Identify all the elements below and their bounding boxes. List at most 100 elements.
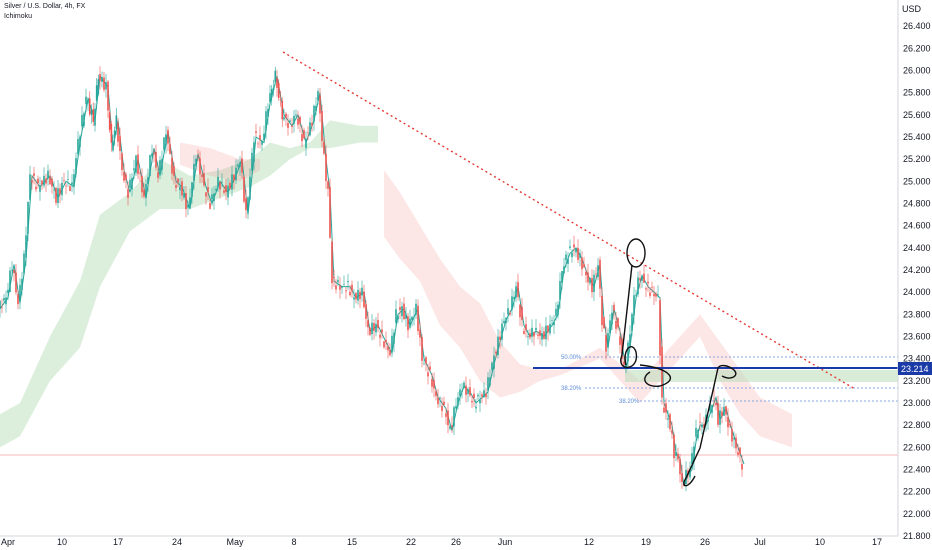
candle-body (261, 141, 263, 145)
candle-body (649, 292, 651, 296)
candle-body (108, 112, 111, 130)
candle-body (149, 155, 151, 176)
candle-body (101, 77, 103, 82)
candle-body (3, 297, 5, 301)
candle-body (627, 342, 629, 362)
candle-body (619, 336, 621, 345)
candle-body (115, 115, 118, 129)
candle-body (389, 350, 391, 356)
y-tick-label: 26.000 (903, 66, 931, 76)
candle-body (501, 323, 503, 340)
candle-body (491, 362, 493, 370)
candle-body (395, 309, 397, 323)
candle-body (191, 182, 193, 197)
candle-body (243, 177, 245, 202)
candle-body (329, 187, 331, 238)
candle-body (113, 130, 116, 138)
candle-body (15, 272, 17, 293)
candle-body (459, 389, 461, 397)
candle-body (549, 323, 551, 334)
x-tick-label: 15 (347, 537, 357, 547)
candle-body (213, 193, 215, 202)
candle-body (383, 341, 385, 348)
y-tick-label: 25.200 (903, 154, 931, 164)
candle-body (677, 453, 679, 460)
candle-body (207, 186, 209, 193)
candle-body (717, 403, 719, 425)
candle-body (53, 189, 55, 191)
candle-body (125, 174, 127, 181)
candle-body (423, 363, 425, 365)
trendline[interactable] (282, 51, 856, 390)
candles (0, 66, 743, 492)
candle-body (695, 427, 697, 437)
price-axis[interactable]: USD 26.400 26.200 26.000 25.800 25.600 25.400… (897, 0, 932, 550)
candle-body (629, 334, 631, 347)
candle-body (657, 294, 659, 295)
candle-body (617, 318, 619, 328)
candle-body (223, 190, 225, 193)
candle-body (249, 176, 251, 200)
time-axis[interactable]: Apr 10 17 24 May 8 15 22 26 Jun 12 19 26 Jul 10 17 (0, 535, 898, 547)
candle-body (461, 391, 463, 392)
candle-body (251, 152, 253, 171)
candle-body (29, 174, 31, 200)
y-tick-label: 22.200 (903, 487, 931, 497)
candle-body (593, 274, 595, 293)
candle-body (469, 387, 471, 396)
candle-body (529, 333, 531, 338)
candle-body (219, 182, 221, 190)
candle-body (299, 116, 301, 124)
candle-body (409, 318, 411, 328)
candle-body (599, 259, 601, 289)
candle-body (527, 336, 529, 338)
candle-body (727, 416, 729, 428)
candle-body (353, 297, 355, 300)
x-tick-label: Apr (1, 537, 15, 547)
candle-body (635, 295, 637, 296)
scribble-down (620, 264, 637, 369)
candle-body (733, 438, 735, 440)
y-tick-label: 25.000 (903, 176, 931, 186)
y-tick-label: 22.000 (903, 509, 931, 519)
candle-body (399, 307, 401, 311)
candle-body (276, 77, 278, 88)
candle-body (375, 323, 377, 333)
candle-body (341, 286, 343, 288)
candle-body (343, 284, 345, 285)
candle-body (535, 327, 537, 331)
candle-body (565, 254, 567, 261)
candle-body (659, 300, 661, 356)
candle-body (515, 286, 517, 298)
candle-body (63, 180, 65, 182)
x-tick-label: 19 (641, 537, 651, 547)
candle-body (25, 235, 27, 258)
x-tick-label: 17 (113, 537, 123, 547)
candle-body (345, 290, 347, 292)
candle-body (563, 266, 565, 274)
candle-body (597, 265, 599, 278)
candle-body (479, 399, 481, 404)
candle-body (711, 405, 713, 413)
candle-body (493, 355, 495, 369)
candle-body (151, 153, 153, 157)
candle-body (233, 174, 235, 181)
candle-body (561, 270, 563, 283)
last-price-label: 23.214 (901, 364, 929, 374)
candle-body (645, 288, 647, 290)
candle-body (189, 197, 191, 206)
candle-body (193, 163, 195, 181)
candle-body (177, 178, 179, 183)
candle-body (533, 332, 535, 337)
candle-body (1, 307, 3, 309)
candle-body (699, 421, 701, 423)
x-tick-label: 8 (291, 537, 296, 547)
candle-body (179, 186, 181, 191)
candle-body (369, 327, 371, 335)
candle-body (495, 351, 497, 354)
candle-body (257, 143, 259, 145)
candle-body (321, 111, 323, 141)
x-tick-label: 17 (872, 537, 882, 547)
candle-body (729, 423, 731, 426)
